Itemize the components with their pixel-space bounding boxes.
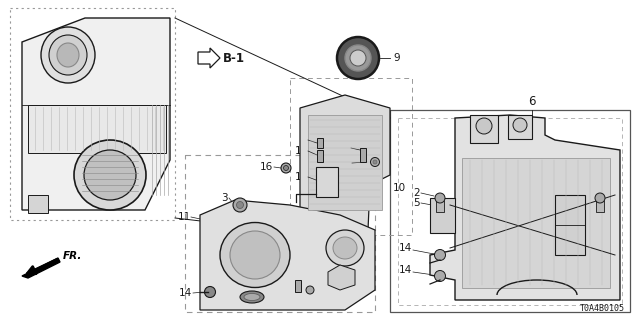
Ellipse shape xyxy=(350,50,366,66)
Text: 7: 7 xyxy=(236,297,242,307)
Text: 2: 2 xyxy=(284,273,290,283)
Text: 5: 5 xyxy=(596,197,603,207)
Text: 14: 14 xyxy=(399,265,412,275)
Bar xyxy=(10,8,175,220)
Bar xyxy=(398,118,622,305)
Text: 16: 16 xyxy=(260,162,273,172)
Bar xyxy=(308,115,382,210)
Bar xyxy=(316,167,338,197)
Text: 8: 8 xyxy=(316,269,323,279)
Text: T0A4B0105: T0A4B0105 xyxy=(580,304,625,313)
Ellipse shape xyxy=(49,35,87,75)
Polygon shape xyxy=(328,265,355,290)
Ellipse shape xyxy=(333,237,357,259)
Polygon shape xyxy=(22,18,170,210)
Bar xyxy=(290,78,412,235)
Text: 9: 9 xyxy=(393,53,399,63)
Circle shape xyxy=(513,118,527,132)
Bar xyxy=(390,110,630,312)
Text: 14: 14 xyxy=(399,243,412,253)
Bar xyxy=(470,115,498,143)
Text: 14: 14 xyxy=(179,288,192,298)
Polygon shape xyxy=(200,200,375,310)
Bar xyxy=(28,105,166,153)
Ellipse shape xyxy=(345,45,371,71)
Ellipse shape xyxy=(230,231,280,279)
Circle shape xyxy=(435,193,445,203)
Bar xyxy=(28,195,48,213)
Circle shape xyxy=(284,165,289,171)
Circle shape xyxy=(595,193,605,203)
Bar xyxy=(185,155,375,312)
Text: B-1: B-1 xyxy=(223,52,245,65)
Circle shape xyxy=(237,202,243,209)
Bar xyxy=(462,158,610,288)
Text: 11: 11 xyxy=(178,212,191,222)
Circle shape xyxy=(205,286,216,298)
Ellipse shape xyxy=(57,43,79,67)
Bar xyxy=(436,200,444,212)
Bar xyxy=(360,148,366,162)
Circle shape xyxy=(435,250,445,260)
Text: 10: 10 xyxy=(393,183,406,193)
Ellipse shape xyxy=(240,291,264,303)
Circle shape xyxy=(306,286,314,294)
Text: 3: 3 xyxy=(221,193,228,203)
Ellipse shape xyxy=(244,293,260,300)
Bar xyxy=(295,280,301,292)
Circle shape xyxy=(435,270,445,282)
Ellipse shape xyxy=(41,27,95,83)
Text: 5: 5 xyxy=(413,198,420,208)
Text: FR.: FR. xyxy=(63,251,83,261)
Bar xyxy=(317,150,323,162)
Ellipse shape xyxy=(74,140,146,210)
Text: 2: 2 xyxy=(413,188,420,198)
Polygon shape xyxy=(430,115,620,300)
Ellipse shape xyxy=(220,222,290,287)
Polygon shape xyxy=(22,258,60,278)
Bar xyxy=(508,115,532,139)
Text: 13: 13 xyxy=(295,146,308,156)
Circle shape xyxy=(373,160,377,164)
Circle shape xyxy=(281,163,291,173)
Polygon shape xyxy=(300,95,390,230)
Bar xyxy=(430,198,455,233)
Bar xyxy=(596,200,604,212)
Ellipse shape xyxy=(326,230,364,266)
Ellipse shape xyxy=(337,37,379,79)
Bar xyxy=(317,138,323,148)
Bar xyxy=(555,195,585,255)
Polygon shape xyxy=(198,48,220,68)
Text: 12: 12 xyxy=(295,172,308,182)
Circle shape xyxy=(371,157,380,166)
Text: 2: 2 xyxy=(588,187,595,197)
Circle shape xyxy=(476,118,492,134)
Text: 15: 15 xyxy=(339,159,352,169)
Text: 1: 1 xyxy=(344,143,350,153)
Ellipse shape xyxy=(84,150,136,200)
Circle shape xyxy=(233,198,247,212)
Text: 5: 5 xyxy=(293,287,300,297)
Text: 4: 4 xyxy=(301,135,308,145)
Text: 6: 6 xyxy=(528,95,536,108)
